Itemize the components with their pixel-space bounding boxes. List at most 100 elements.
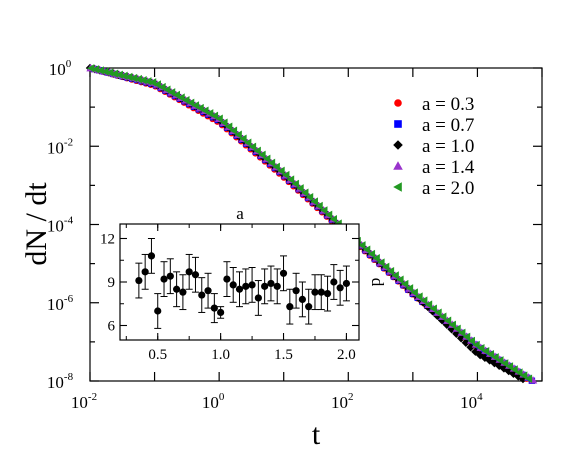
legend-marker-4 (393, 182, 402, 192)
inset-point (173, 285, 181, 293)
series-4-point (362, 245, 371, 254)
series-4-point (248, 142, 257, 151)
series-4-point (234, 130, 242, 139)
inset-point (204, 287, 212, 295)
inset-point (235, 285, 244, 293)
series-4-point (491, 353, 499, 362)
series-4-point (229, 126, 238, 135)
legend-label-2: a = 1.0 (422, 136, 474, 157)
series-4-point (443, 316, 452, 325)
series-4-point (101, 67, 109, 76)
series-4-point (272, 162, 280, 172)
series-4-point (515, 368, 523, 377)
y-tick-label: 10-6 (47, 293, 74, 314)
series-4-point (381, 262, 390, 272)
series-4-point (91, 65, 100, 74)
series-4-point (453, 324, 461, 334)
series-4-point (305, 192, 314, 202)
main-tick-labels: 10-2 100 102 104 100 10-2 10-4 10-6 10-8 (47, 58, 483, 412)
x-tick-label: 10-2 (71, 391, 97, 412)
main-data-points (85, 63, 538, 384)
series-4-point (134, 74, 142, 84)
series-4-point (477, 343, 485, 353)
series-4-point (439, 312, 447, 321)
series-4-point (496, 356, 504, 365)
series-4-point (286, 175, 295, 184)
series-4-point (215, 114, 223, 123)
series-4-point (220, 118, 228, 127)
inset-point (160, 275, 168, 283)
series-2-point (514, 372, 523, 381)
series-4-point (315, 201, 323, 211)
series-4-point (367, 249, 376, 259)
inset-point (191, 271, 200, 279)
series-4-point (386, 266, 395, 276)
series-4-point (110, 69, 119, 78)
inset-point (311, 288, 319, 296)
y-tick-label: 10-8 (47, 371, 74, 392)
series-4-point (420, 296, 428, 305)
series-4-point (486, 350, 495, 359)
series-4-point (177, 93, 185, 102)
x-tick-label: 102 (331, 391, 354, 412)
legend-marker-3 (393, 161, 403, 170)
main-ticks (89, 67, 543, 382)
series-4-point (324, 210, 333, 219)
series-4-point (448, 320, 456, 329)
legend-label-0: a = 0.3 (422, 94, 474, 115)
series-4-point (329, 215, 338, 224)
series-4-point (153, 80, 161, 89)
inset-point (223, 275, 231, 283)
series-4-point (96, 66, 104, 75)
inset-point (336, 284, 344, 292)
series-4-point (263, 154, 271, 164)
inset-y-tick-label: 12 (100, 232, 115, 248)
series-4-point (196, 103, 204, 113)
series-4-point (277, 166, 285, 176)
inset-tick-labels: 0.5 1.0 1.5 2.0 6 9 12 (100, 232, 356, 364)
y-tick-label: 10-4 (47, 215, 74, 236)
x-tick-label: 104 (460, 391, 483, 412)
series-4-point (253, 146, 261, 155)
series-4-point (320, 206, 328, 215)
series-4-point (105, 68, 114, 77)
series-4-point (115, 70, 123, 79)
inset-x-tick-label: 1.5 (274, 347, 293, 363)
series-4-point (186, 98, 195, 108)
series-4-point (172, 90, 181, 100)
inset-point (242, 282, 250, 290)
series-4-point (158, 82, 166, 92)
inset-x-tick-label: 1.0 (211, 347, 230, 363)
series-4-point (472, 340, 480, 350)
inset-point (292, 287, 300, 295)
legend-marker-0 (394, 99, 402, 107)
series-4-point (377, 258, 385, 267)
inset-title: a (236, 204, 244, 223)
series-4-point (415, 292, 423, 301)
series-4-point (500, 359, 509, 368)
inset-point (342, 279, 351, 288)
inset-point (279, 269, 288, 277)
series-4-point (267, 158, 276, 168)
series-4-point (467, 336, 475, 346)
series-4-point (243, 138, 252, 147)
inset-point (267, 279, 275, 288)
inset-y-axis-title: d (368, 278, 387, 287)
series-4-point (458, 328, 466, 338)
inset-point (198, 291, 206, 299)
y-tick-label: 10-2 (47, 136, 73, 157)
series-4-point (400, 279, 409, 289)
series-4-point (182, 95, 190, 105)
series-4-point (372, 254, 380, 263)
series-4-point (224, 122, 233, 131)
inset-y-tick-label: 9 (108, 275, 116, 291)
series-4-point (481, 347, 490, 356)
x-tick-label: 100 (202, 391, 225, 412)
series-4-point (429, 304, 437, 313)
inset-point (248, 281, 256, 289)
legend-label-1: a = 0.7 (422, 115, 474, 136)
inset-point (229, 281, 237, 289)
series-4-point (410, 288, 418, 297)
series-4-point (163, 85, 171, 94)
